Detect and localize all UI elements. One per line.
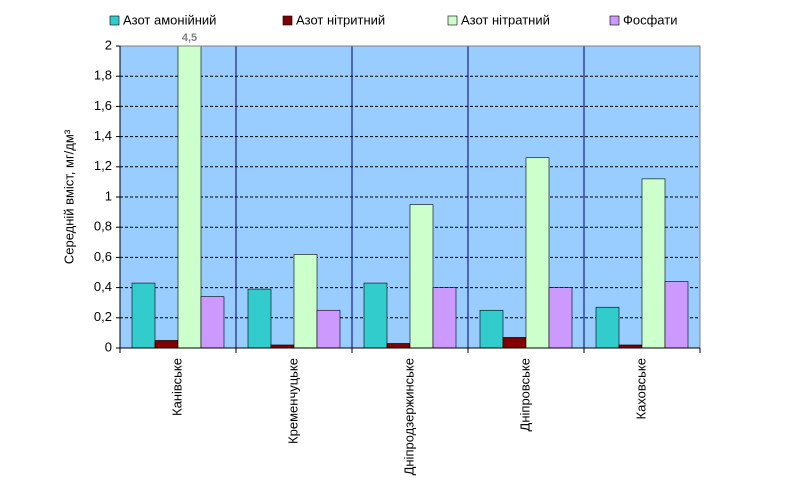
bar (479, 309, 504, 348)
x-tick-label: Каховське (633, 358, 648, 419)
bar (386, 343, 411, 348)
legend-swatch (109, 15, 120, 26)
legend-swatch (609, 15, 620, 26)
bars (131, 46, 689, 348)
bar (293, 254, 318, 348)
bar (595, 306, 620, 348)
y-tick-label: 1 (105, 188, 112, 203)
bar (664, 281, 689, 348)
bar (247, 288, 272, 348)
y-tick-label: 0,4 (94, 279, 112, 294)
bar (200, 296, 225, 348)
bar (641, 178, 666, 348)
bar (548, 287, 573, 348)
x-tick-label: Дніпровське (517, 358, 532, 431)
value-label: 4,5 (182, 32, 197, 44)
x-tick-label: Дніпродзержинське (401, 358, 416, 475)
bar (525, 157, 550, 348)
bar (432, 287, 457, 348)
bar (131, 282, 156, 348)
legend-label: Фосфати (623, 12, 677, 27)
y-tick-label: 0,6 (94, 249, 112, 264)
y-axis-label: Середній вміст, мг/дм³ (61, 129, 76, 264)
legend-swatch (447, 15, 458, 26)
y-tick-label: 1,2 (94, 158, 112, 173)
legend-label: Азот нітратний (461, 12, 550, 27)
legend-label: Азот амонійний (123, 12, 216, 27)
y-tick-label: 1,8 (94, 68, 112, 83)
y-tick-label: 2 (105, 37, 112, 52)
y-tick-label: 0,2 (94, 309, 112, 324)
legend-swatch (282, 15, 293, 26)
bar (363, 282, 388, 348)
legend-label: Азот нітритний (296, 12, 385, 27)
bar (409, 204, 434, 348)
y-tick-label: 0 (105, 339, 112, 354)
x-tick-label: Канівське (169, 358, 184, 416)
bar (502, 337, 527, 348)
bar (177, 46, 202, 348)
x-tick-label: Кременчуцьке (285, 358, 300, 444)
y-tick-label: 0,8 (94, 219, 112, 234)
y-tick-label: 1,4 (94, 128, 112, 143)
bar (154, 340, 179, 348)
bar (316, 309, 341, 348)
y-tick-label: 1,6 (94, 98, 112, 113)
